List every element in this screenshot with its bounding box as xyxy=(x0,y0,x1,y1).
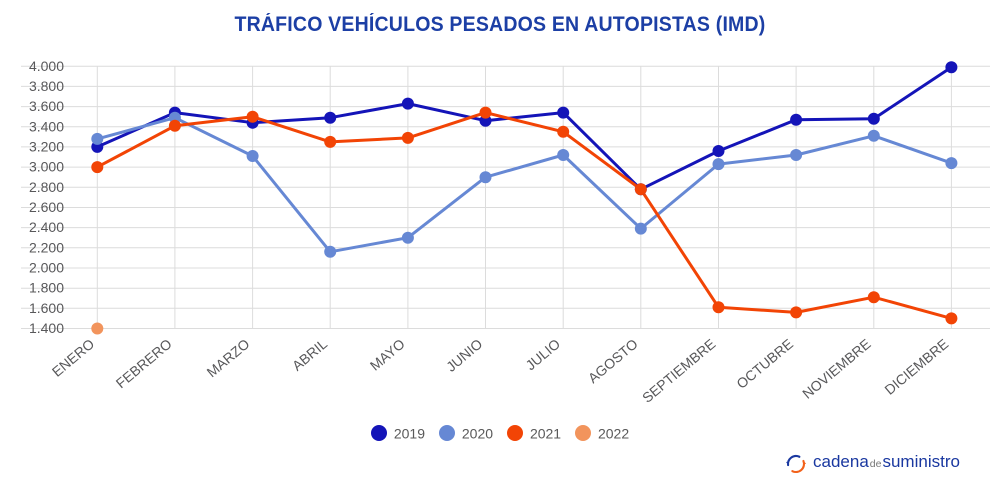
svg-text:AGOSTO: AGOSTO xyxy=(585,335,641,386)
svg-text:2.400: 2.400 xyxy=(29,219,64,235)
svg-text:3.200: 3.200 xyxy=(29,138,64,154)
svg-text:3.000: 3.000 xyxy=(29,159,64,175)
svg-text:3.600: 3.600 xyxy=(29,98,64,114)
svg-text:NOVIEMBRE: NOVIEMBRE xyxy=(799,336,874,402)
svg-text:3.800: 3.800 xyxy=(29,78,64,94)
svg-text:2.800: 2.800 xyxy=(29,179,64,195)
svg-text:2.600: 2.600 xyxy=(29,199,64,215)
svg-text:ENERO: ENERO xyxy=(49,335,98,379)
svg-text:2.200: 2.200 xyxy=(29,239,64,255)
svg-text:DICIEMBRE: DICIEMBRE xyxy=(881,336,951,398)
svg-text:OCTUBRE: OCTUBRE xyxy=(733,336,796,392)
svg-text:2.000: 2.000 xyxy=(29,260,64,276)
svg-text:cadenadesuministro: cadenadesuministro xyxy=(813,452,960,471)
svg-text:FEBRERO: FEBRERO xyxy=(113,335,175,391)
svg-text:JULIO: JULIO xyxy=(522,335,563,373)
svg-text:SEPTIEMBRE: SEPTIEMBRE xyxy=(639,336,718,406)
svg-text:JUNIO: JUNIO xyxy=(443,335,486,374)
svg-text:4.000: 4.000 xyxy=(29,58,64,74)
svg-text:3.400: 3.400 xyxy=(29,118,64,134)
svg-text:1.600: 1.600 xyxy=(29,300,64,316)
svg-text:1.800: 1.800 xyxy=(29,280,64,296)
svg-text:MAYO: MAYO xyxy=(367,335,408,373)
svg-text:1.400: 1.400 xyxy=(29,320,64,336)
svg-text:ABRIL: ABRIL xyxy=(289,335,330,373)
svg-text:MARZO: MARZO xyxy=(204,335,253,380)
